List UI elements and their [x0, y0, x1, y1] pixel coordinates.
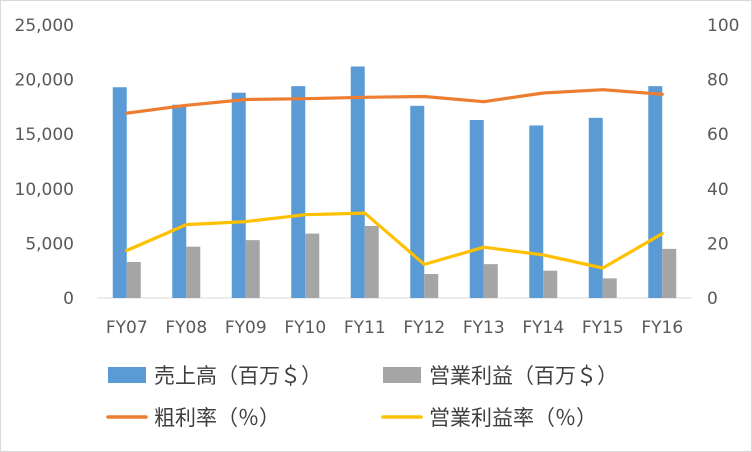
x-tick-label: FY09: [225, 318, 267, 338]
revenue-bar: [529, 125, 544, 299]
x-tick-label: FY16: [641, 318, 683, 338]
revenue-bar: [410, 105, 425, 298]
y-right-tick-label: 60: [707, 125, 729, 145]
x-tick-label: FY11: [344, 318, 386, 338]
legend-label: 営業利益（百万＄）: [429, 364, 618, 388]
x-tick-label: FY15: [582, 318, 624, 338]
y-left-tick-label: 20,000: [15, 71, 74, 91]
y-right-tick-label: 80: [707, 71, 729, 91]
x-tick-label: FY10: [284, 318, 326, 338]
operating-profit-bar: [543, 270, 558, 298]
operating-profit-bar: [186, 246, 201, 298]
revenue-bar: [350, 66, 365, 298]
operating-profit-bar: [364, 225, 379, 298]
legend-swatch-bar: [383, 367, 421, 383]
operating-profit-bar: [483, 264, 498, 298]
y-right-tick-label: 20: [707, 234, 729, 254]
x-tick-label: FY12: [403, 318, 445, 338]
operating-profit-bar: [662, 248, 677, 298]
y-right-tick-label: 100: [707, 16, 739, 36]
y-left-tick-label: 25,000: [15, 16, 74, 36]
revenue-bar: [291, 86, 306, 298]
legend-swatch-bar: [108, 367, 146, 383]
operating-profit-bar: [245, 240, 260, 298]
x-tick-label: FY07: [106, 318, 148, 338]
x-tick-label: FY08: [165, 318, 207, 338]
revenue-bar: [172, 104, 187, 298]
operating-profit-bar: [305, 233, 320, 298]
y-left-tick-label: 5,000: [25, 234, 74, 254]
revenue-bar: [112, 87, 127, 298]
operating-profit-bar: [126, 261, 141, 298]
legend-label: 営業利益率（％）: [429, 406, 597, 430]
y-right-tick-label: 40: [707, 180, 729, 200]
operating-profit-bar: [602, 278, 617, 298]
x-tick-label: FY13: [463, 318, 505, 338]
y-left-tick-label: 10,000: [15, 180, 74, 200]
revenue-bar: [588, 117, 603, 298]
legend-label: 粗利率（％）: [154, 406, 280, 430]
x-tick-label: FY14: [522, 318, 564, 338]
operating-margin-line: [125, 211, 664, 270]
y-left-tick-label: 0: [63, 289, 74, 309]
legend-label: 売上高（百万＄）: [154, 364, 322, 388]
operating-profit-bar: [424, 273, 439, 298]
revenue-bar: [469, 120, 484, 298]
revenue-bar: [231, 92, 246, 298]
y-right-tick-label: 0: [707, 289, 718, 309]
y-left-tick-label: 15,000: [15, 125, 74, 145]
gross-margin-line: [125, 88, 664, 115]
revenue-bar: [648, 86, 663, 298]
